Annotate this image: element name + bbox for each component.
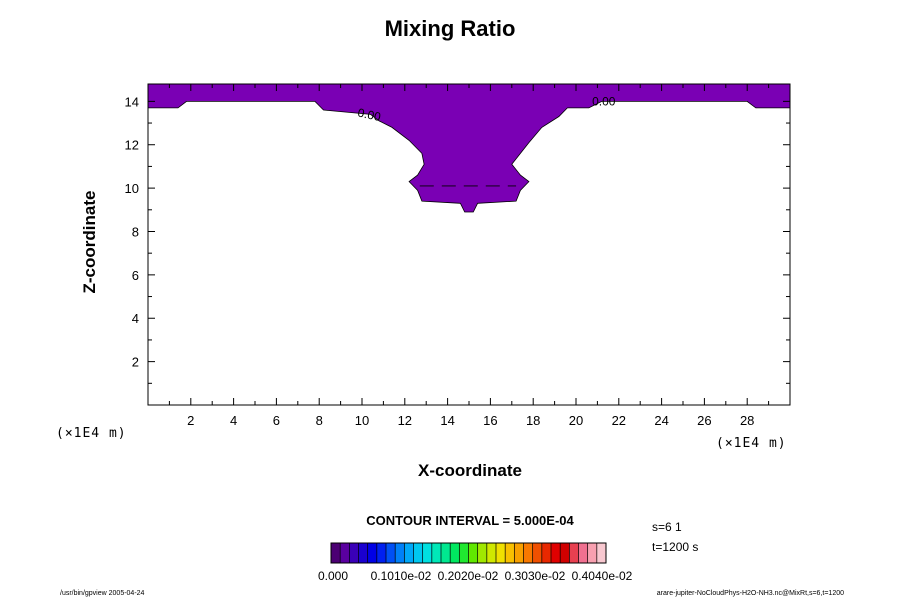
step-label: s=6 1 [652, 520, 682, 534]
footer-left: /usr/bin/gpview 2005-04-24 [60, 590, 145, 597]
y-tick-label: 12 [125, 138, 139, 153]
colorbar-swatch [587, 543, 598, 563]
colorbar-swatch [413, 543, 423, 563]
contour-label: 0.00 [356, 106, 382, 125]
colorbar-swatch [395, 543, 405, 563]
x-tick-label: 12 [398, 413, 412, 428]
y-tick-label: 10 [125, 181, 139, 196]
y-axis-label: Z-coordinate [80, 190, 99, 294]
x-unit-left: (×1E4 m) [56, 426, 127, 441]
plot-area: 0.00 0.00 [147, 83, 791, 213]
colorbar-swatch [367, 543, 378, 563]
colorbar-swatch [578, 543, 588, 563]
colorbar-swatch [331, 543, 341, 563]
colorbar-swatch [560, 543, 570, 563]
x-tick-label: 28 [740, 413, 754, 428]
y-tick-label: 4 [132, 311, 139, 326]
x-tick-label: 20 [569, 413, 583, 428]
colorbar-swatch [376, 543, 387, 563]
time-label: t=1200 s [652, 540, 699, 554]
colorbar-tick-label: 0.2020e-02 [438, 569, 499, 583]
contour-label: 0.00 [592, 95, 616, 109]
x-tick-label: 10 [355, 413, 369, 428]
x-axis-label: X-coordinate [418, 461, 522, 480]
chart-title: Mixing Ratio [384, 16, 516, 41]
x-tick-label: 8 [316, 413, 323, 428]
colorbar-swatch [349, 543, 359, 563]
colorbar-tick-label: 0.1010e-02 [371, 569, 432, 583]
x-tick-label: 16 [483, 413, 497, 428]
colorbar-swatch [404, 543, 414, 563]
colorbar-swatch [477, 543, 488, 563]
colorbar-swatch [596, 543, 607, 563]
y-tick-label: 8 [132, 224, 139, 239]
colorbar-swatch [523, 543, 533, 563]
filled-contour-region [147, 83, 791, 213]
colorbar-swatch [486, 543, 497, 563]
y-tick-label: 14 [125, 94, 139, 109]
colorbar-swatch [505, 543, 515, 563]
x-tick-label: 14 [440, 413, 454, 428]
colorbar-swatch [541, 543, 552, 563]
colorbar-swatch [358, 543, 368, 563]
colorbar-swatch [459, 543, 469, 563]
colorbar: 0.000 0.1010e-02 0.2020e-02 0.3030e-02 0.404… [318, 542, 633, 583]
colorbar-tick-label: 0.4040e-02 [572, 569, 633, 583]
colorbar-swatch [551, 543, 561, 563]
x-tick-label: 26 [697, 413, 711, 428]
colorbar-swatch [386, 543, 396, 563]
colorbar-frame [330, 542, 607, 564]
x-tick-label: 24 [654, 413, 668, 428]
colorbar-tick-label: 0.000 [318, 569, 348, 583]
x-tick-label: 6 [273, 413, 280, 428]
y-tick-label: 2 [132, 355, 139, 370]
colorbar-swatch [422, 543, 433, 563]
x-tick-label: 4 [230, 413, 237, 428]
colorbar-swatch [450, 543, 460, 563]
x-tick-label: 18 [526, 413, 540, 428]
x-tick-label: 22 [612, 413, 626, 428]
footer-right: arare-jupiter-NoCloudPhys-H2O-NH3.nc@Mix… [656, 590, 844, 597]
colorbar-swatch [496, 543, 506, 563]
colorbar-swatch [569, 543, 579, 563]
x-unit-right: (×1E4 m) [716, 436, 787, 451]
x-tick-label: 2 [187, 413, 194, 428]
colorbar-swatch [532, 543, 543, 563]
colorbar-swatch [441, 543, 451, 563]
contour-interval: CONTOUR INTERVAL = 5.000E-04 [366, 513, 574, 528]
colorbar-swatch [340, 543, 350, 563]
colorbar-swatch [514, 543, 524, 563]
colorbar-tick-label: 0.3030e-02 [505, 569, 566, 583]
colorbar-swatch [468, 543, 478, 563]
y-tick-label: 6 [132, 268, 139, 283]
colorbar-swatch [431, 543, 442, 563]
